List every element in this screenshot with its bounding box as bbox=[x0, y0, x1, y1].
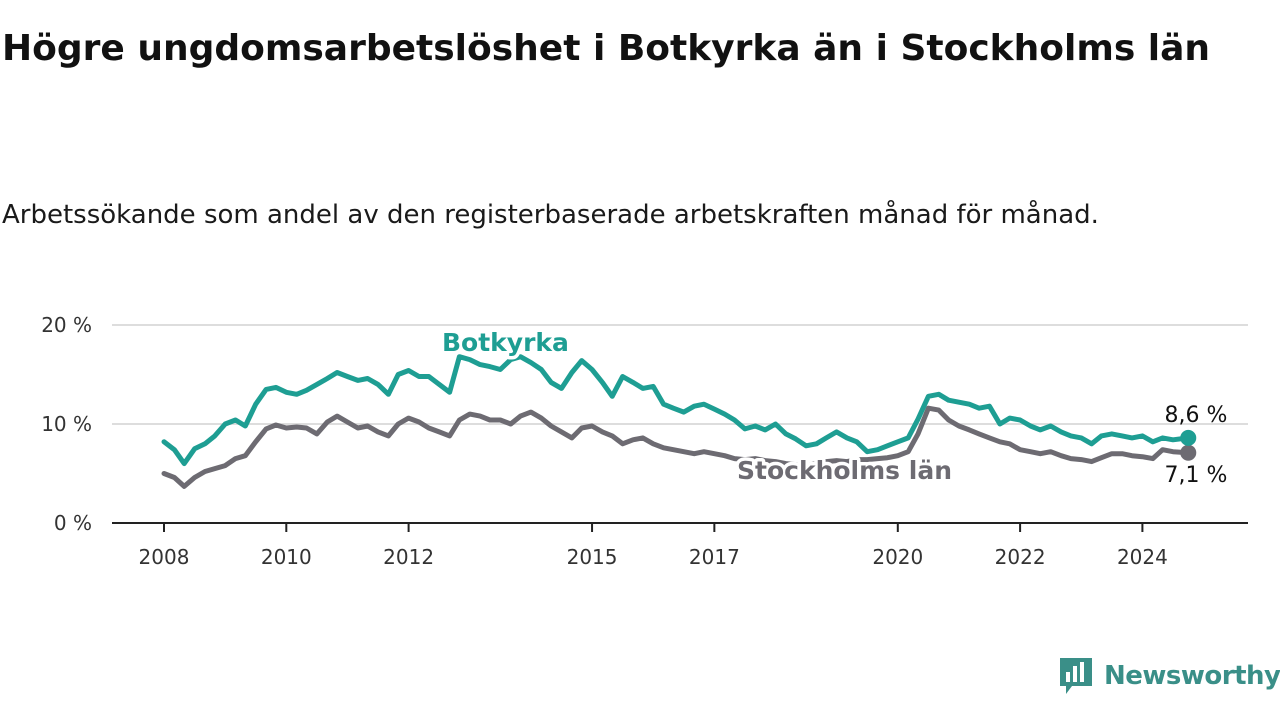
series-line-botkyrka bbox=[161, 354, 1191, 467]
end-point-stockholms-lan bbox=[1180, 444, 1197, 461]
x-tick-label: 2012 bbox=[383, 545, 434, 569]
end-value-label-botkyrka: 8,6 % bbox=[1165, 403, 1228, 428]
series-label-stockholms-lan: Stockholms län bbox=[737, 456, 952, 485]
x-tick-label: 2022 bbox=[995, 545, 1046, 569]
y-tick-label: 20 % bbox=[41, 313, 92, 337]
line-chart: 0 % 10 % 20 % 2008 2010 2012 2015 2017 2020 2022 2… bbox=[41, 313, 1248, 569]
x-tick-label: 2010 bbox=[261, 545, 312, 569]
gridlines bbox=[112, 324, 1248, 425]
x-tick-label: 2020 bbox=[872, 545, 923, 569]
end-value-label-stockholms-lan: 7,1 % bbox=[1165, 463, 1228, 488]
chart-subtitle: Arbetssökande som andel av den registerb… bbox=[2, 200, 1099, 230]
end-point-botkyrka bbox=[1180, 429, 1197, 446]
series-label-botkyrka: Botkyrka bbox=[442, 328, 569, 357]
series-lines bbox=[161, 354, 1197, 489]
newsworthy-logo: Newsworthy bbox=[1058, 654, 1280, 698]
axes: 0 % 10 % 20 % 2008 2010 2012 2015 2017 2020 2022 2… bbox=[41, 313, 1248, 569]
x-tick-label: 2024 bbox=[1117, 545, 1168, 569]
x-tick-label: 2008 bbox=[139, 545, 190, 569]
y-tick-label: 0 % bbox=[54, 511, 92, 535]
chart-title: Högre ungdomsarbetslöshet i Botkyrka än … bbox=[2, 28, 1211, 69]
x-tick-label: 2015 bbox=[567, 545, 618, 569]
series-label-halo-botkyrka: Botkyrka bbox=[442, 328, 569, 357]
y-tick-label: 10 % bbox=[41, 412, 92, 436]
x-tick-label: 2017 bbox=[689, 545, 740, 569]
brand-name: Newsworthy bbox=[1104, 661, 1280, 691]
newsworthy-logo-icon bbox=[1060, 658, 1092, 694]
series-line-stockholms-lan bbox=[161, 405, 1191, 489]
series-label-halo-stockholms-lan: Stockholms län bbox=[737, 456, 952, 485]
